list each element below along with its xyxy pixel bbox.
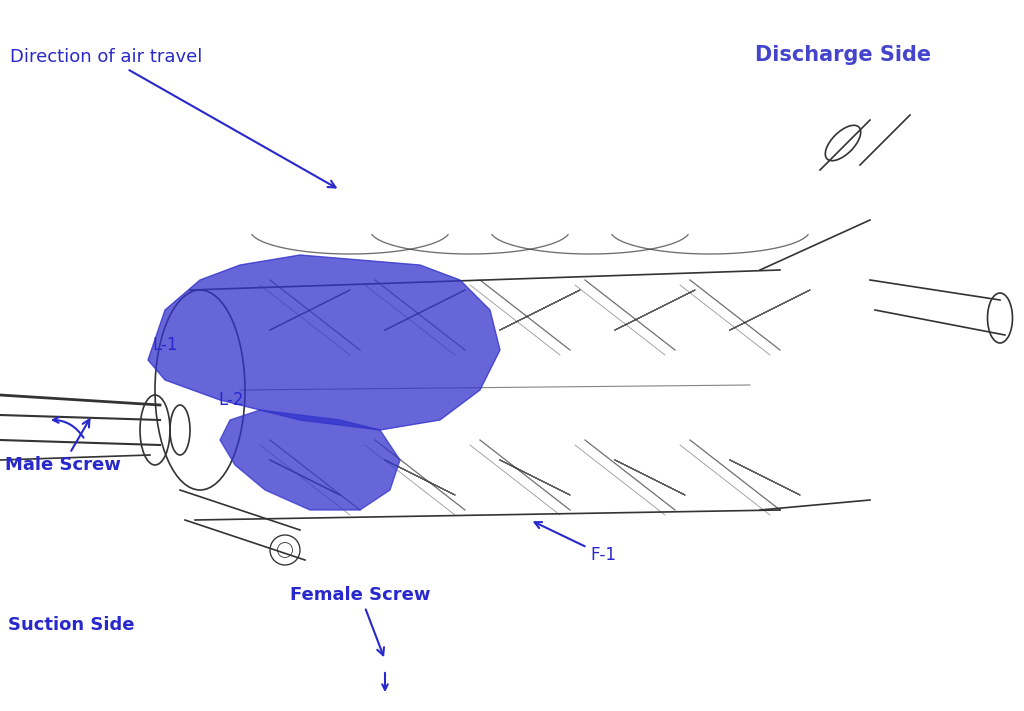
Text: L-2: L-2 [218,391,244,409]
Text: Male Screw: Male Screw [5,419,121,474]
Text: L-1: L-1 [152,336,177,354]
Text: Discharge Side: Discharge Side [755,45,931,65]
Polygon shape [220,410,400,510]
Text: Female Screw: Female Screw [290,586,430,656]
Text: Suction Side: Suction Side [8,616,134,634]
Text: Direction of air travel: Direction of air travel [10,48,336,188]
Polygon shape [148,255,500,430]
Text: F-1: F-1 [535,522,616,564]
